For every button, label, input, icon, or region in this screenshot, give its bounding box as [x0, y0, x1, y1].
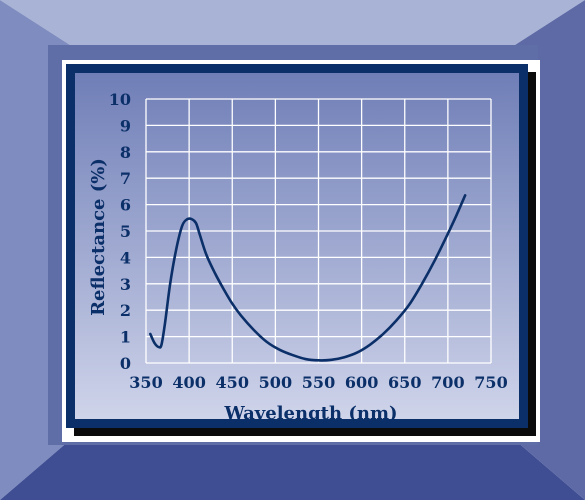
x-axis-label: Wavelength (nm)	[223, 403, 397, 424]
x-tick-label: 650	[388, 373, 421, 392]
x-tick-label: 450	[216, 373, 249, 392]
y-tick-label: 7	[120, 169, 131, 188]
frame-bevel-bottom	[0, 440, 585, 500]
x-tick-labels: 350 400 450 500 550 600 650 700 750	[129, 373, 507, 392]
grid-lines	[145, 98, 492, 364]
y-tick-label: 10	[109, 90, 131, 109]
y-tick-label: 4	[120, 248, 131, 267]
x-tick-label: 750	[474, 373, 507, 392]
chart-panel	[75, 73, 519, 419]
y-tick-label: 5	[120, 222, 131, 241]
y-axis-label: Reflectance (%)	[88, 158, 109, 316]
x-tick-label: 700	[431, 373, 464, 392]
series-line	[149, 194, 467, 362]
x-tick-label: 350	[129, 373, 162, 392]
x-tick-label: 400	[172, 373, 205, 392]
x-tick-label: 600	[345, 373, 378, 392]
frame-bevel-top	[0, 0, 585, 45]
y-tick-label: 8	[120, 143, 131, 162]
y-tick-label: 6	[120, 196, 131, 215]
y-tick-label: 3	[120, 275, 131, 294]
y-tick-label: 0	[120, 354, 131, 373]
y-tick-label: 2	[120, 301, 131, 320]
y-tick-labels: 0 1 2 3 4 5 6 7 8 9 10	[109, 90, 131, 373]
y-tick-label: 9	[120, 116, 131, 135]
y-tick-label: 1	[120, 328, 131, 347]
x-tick-label: 550	[302, 373, 335, 392]
x-tick-label: 500	[259, 373, 292, 392]
